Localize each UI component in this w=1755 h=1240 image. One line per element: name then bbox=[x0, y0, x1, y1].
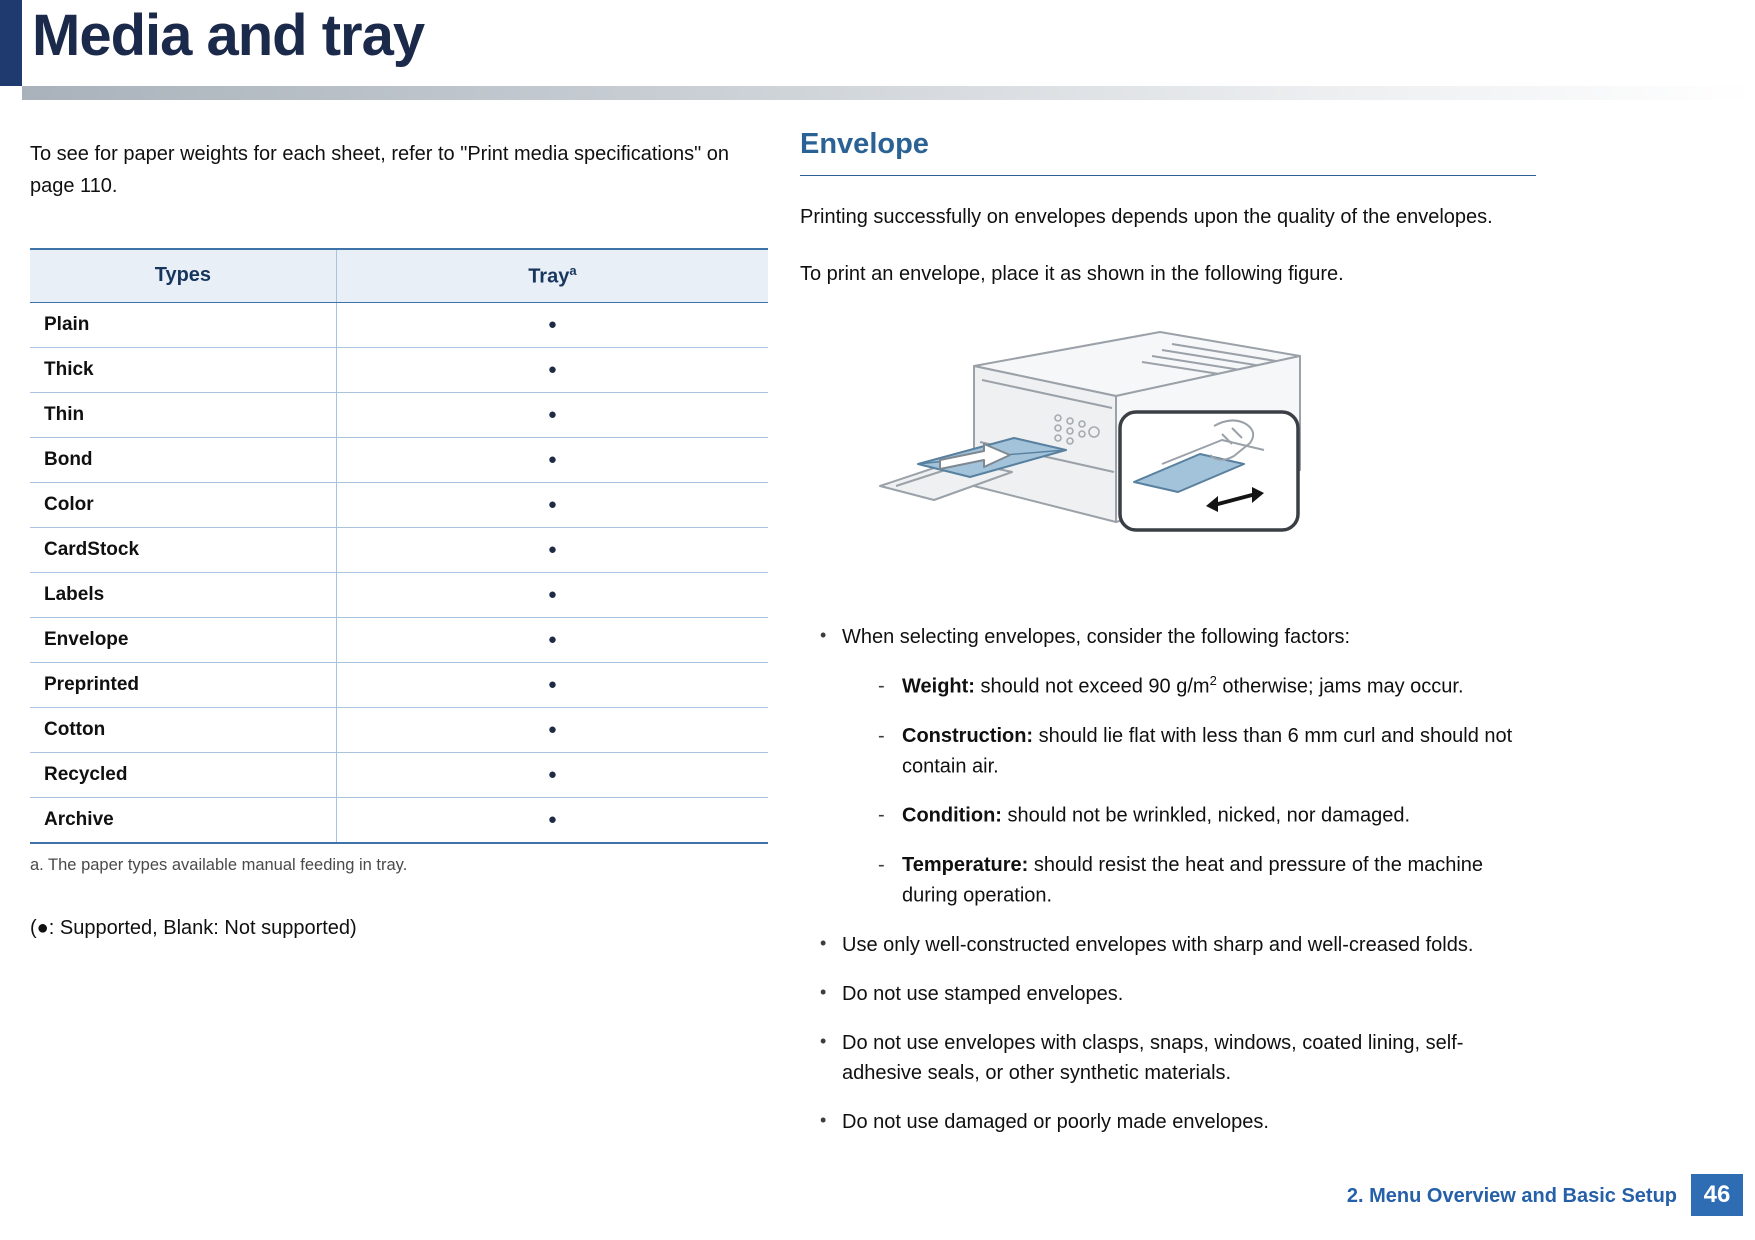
type-cell: Thick bbox=[30, 347, 337, 393]
table-row: Recycled ● bbox=[30, 752, 768, 798]
bullet-marker: • bbox=[820, 981, 827, 1002]
envelope-paragraph-2: To print an envelope, place it as shown … bbox=[800, 263, 1344, 285]
bullet-text: Do not use damaged or poorly made envelo… bbox=[842, 1110, 1269, 1133]
types-column-header: Types bbox=[30, 249, 337, 303]
bullet-item: • Use only well-constructed envelopes wi… bbox=[800, 930, 1536, 960]
sub-bullet-item: - Weight: should not exceed 90 g/m2 othe… bbox=[800, 671, 1536, 702]
table-row: Envelope ● bbox=[30, 617, 768, 663]
sub-bullet-text: Temperature: should resist the heat and … bbox=[902, 853, 1484, 907]
table-row: Cotton ● bbox=[30, 707, 768, 753]
table-row: Bond ● bbox=[30, 437, 768, 483]
envelope-section-heading: Envelope bbox=[800, 128, 1536, 176]
bullet-text: Do not use stamped envelopes. bbox=[842, 982, 1124, 1005]
type-cell: Thin bbox=[30, 392, 337, 438]
table-footnote: a. The paper types available manual feed… bbox=[30, 855, 408, 874]
table-row: Labels ● bbox=[30, 572, 768, 618]
bullet-text: Do not use envelopes with clasps, snaps,… bbox=[842, 1031, 1464, 1084]
tray-supported-cell: ● bbox=[335, 617, 768, 663]
type-cell: Preprinted bbox=[30, 662, 337, 708]
tray-supported-cell: ● bbox=[335, 797, 768, 843]
table-row: Color ● bbox=[30, 482, 768, 528]
tray-supported-cell: ● bbox=[335, 572, 768, 618]
bullet-item: • Do not use stamped envelopes. bbox=[800, 979, 1536, 1009]
tray-footnote-marker: a bbox=[569, 263, 577, 278]
sub-bullet-text: Weight: should not exceed 90 g/m2 otherw… bbox=[902, 673, 1464, 698]
tray-column-header: Traya bbox=[335, 249, 768, 303]
table-row: Thick ● bbox=[30, 347, 768, 393]
bullet-text: Use only well-constructed envelopes with… bbox=[842, 933, 1474, 956]
tray-supported-cell: ● bbox=[335, 437, 768, 483]
media-types-table: Types Traya Plain ● Thick ● Thin ● bbox=[30, 248, 768, 844]
table-header-row: Types Traya bbox=[30, 249, 768, 303]
sub-bullet-text: Construction: should lie flat with less … bbox=[902, 724, 1513, 778]
bullet-item: • Do not use envelopes with clasps, snap… bbox=[800, 1028, 1536, 1088]
type-cell: Bond bbox=[30, 437, 337, 483]
superscript: 2 bbox=[1209, 673, 1217, 688]
sub-bullet-item: - Temperature: should resist the heat an… bbox=[800, 850, 1536, 911]
tray-supported-cell: ● bbox=[335, 302, 768, 348]
bullet-item: • Do not use damaged or poorly made enve… bbox=[800, 1107, 1536, 1137]
bullet-item: • When selecting envelopes, consider the… bbox=[800, 622, 1536, 652]
sub-bullet-label: Weight: bbox=[902, 675, 975, 698]
type-cell: CardStock bbox=[30, 527, 337, 573]
type-cell: Envelope bbox=[30, 617, 337, 663]
tray-supported-cell: ● bbox=[335, 707, 768, 753]
tray-supported-cell: ● bbox=[335, 662, 768, 708]
left-column: To see for paper weights for each sheet,… bbox=[30, 138, 768, 940]
tray-supported-cell: ● bbox=[335, 347, 768, 393]
footer-section-label: 2. Menu Overview and Basic Setup bbox=[1346, 1185, 1677, 1207]
bullet-marker: • bbox=[820, 932, 827, 953]
table-row: CardStock ● bbox=[30, 527, 768, 573]
tray-header-label: Tray bbox=[528, 265, 570, 288]
table-row: Preprinted ● bbox=[30, 662, 768, 708]
type-cell: Archive bbox=[44, 808, 114, 830]
intro-paragraph: To see for paper weights for each sheet,… bbox=[30, 143, 730, 197]
tray-supported-cell: ● bbox=[335, 392, 768, 438]
envelope-paragraph-1: Printing successfully on envelopes depen… bbox=[800, 206, 1493, 228]
dash-marker: - bbox=[878, 853, 885, 876]
table-row: Plain ● bbox=[30, 302, 768, 348]
supported-legend: (●: Supported, Blank: Not supported) bbox=[30, 916, 357, 939]
bullet-text: When selecting envelopes, consider the f… bbox=[842, 626, 1351, 648]
header-gradient-rule bbox=[22, 86, 1755, 100]
bullet-marker: • bbox=[820, 625, 827, 645]
page-title: Media and tray bbox=[32, 3, 425, 68]
dash-marker: - bbox=[878, 675, 885, 697]
envelope-guidelines-list: • When selecting envelopes, consider the… bbox=[800, 622, 1536, 1137]
type-cell: Labels bbox=[30, 572, 337, 618]
bullet-marker: • bbox=[820, 1030, 827, 1051]
sub-bullet-label: Temperature: bbox=[902, 853, 1029, 876]
type-cell: Plain bbox=[30, 302, 337, 348]
type-cell: Cotton bbox=[30, 707, 337, 753]
sub-bullet-item: - Condition: should not be wrinkled, nic… bbox=[800, 800, 1536, 831]
sub-bullet-label: Construction: bbox=[902, 724, 1034, 747]
dash-marker: - bbox=[878, 804, 885, 827]
tray-supported-cell: ● bbox=[335, 527, 768, 573]
dash-marker: - bbox=[878, 724, 885, 747]
tray-supported-cell: ● bbox=[335, 482, 768, 528]
sub-bullet-item: - Construction: should lie flat with les… bbox=[800, 721, 1536, 782]
header-accent-bar bbox=[0, 0, 22, 86]
page-number-badge: 46 bbox=[1691, 1174, 1743, 1216]
sub-bullet-label: Condition: bbox=[902, 804, 1002, 827]
right-column: Envelope Printing successfully on envelo… bbox=[800, 128, 1536, 1137]
bullet-marker: • bbox=[820, 1109, 827, 1130]
sub-bullet-text: Condition: should not be wrinkled, nicke… bbox=[902, 804, 1410, 827]
table-row: Thin ● bbox=[30, 392, 768, 438]
type-cell: Recycled bbox=[30, 752, 337, 798]
type-cell: Color bbox=[30, 482, 337, 528]
tray-supported-cell: ● bbox=[335, 752, 768, 798]
printer-figure-svg bbox=[879, 331, 1301, 532]
printer-envelope-illustration bbox=[862, 314, 1332, 594]
table-row: Archive ● bbox=[30, 797, 768, 843]
